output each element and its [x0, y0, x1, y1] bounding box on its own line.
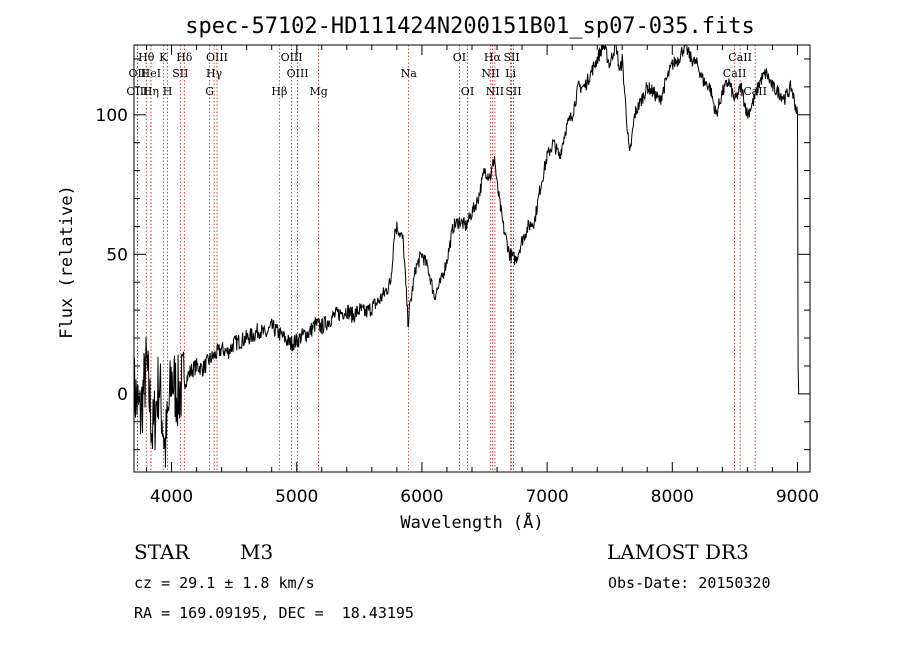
y-axis-label: Flux (relative): [57, 185, 77, 339]
x-tick-labels: 4000 5000 6000 7000 8000 9000: [150, 487, 819, 507]
x-tick-label: 7000: [525, 487, 568, 507]
line-label: Na: [401, 67, 418, 80]
line-label: OIII: [126, 85, 148, 98]
line-label: OI: [453, 51, 466, 64]
plot-frame: [133, 44, 811, 473]
y-tick-label: 0: [117, 385, 128, 405]
line-label: Hβ: [271, 85, 287, 98]
coordinates: RA = 169.09195, DEC = 18.43195: [134, 604, 414, 622]
line-label: CaII: [723, 67, 747, 80]
line-label: Hγ: [206, 67, 223, 80]
line-label: Hη: [143, 85, 159, 98]
axis-ticks: [134, 45, 810, 472]
line-label: K: [159, 51, 168, 64]
line-label: SII: [505, 85, 521, 98]
x-tick-label: 5000: [275, 487, 318, 507]
y-tick-label: 100: [96, 106, 128, 126]
line-label: Li: [505, 67, 516, 80]
line-label: HeI: [141, 67, 161, 80]
x-tick-label: 8000: [651, 487, 694, 507]
chart-title: spec-57102-HD111424N200151B01_sp07-035.f…: [185, 14, 755, 39]
line-label: SII: [503, 51, 519, 64]
line-label: OIII: [281, 51, 303, 64]
line-label: Hδ: [176, 51, 193, 64]
line-label: H: [163, 85, 173, 98]
line-label: NII: [481, 67, 499, 80]
x-axis-label: Wavelength (Å): [400, 511, 543, 533]
spectral-line-markers: [136, 45, 756, 472]
line-label: Mg: [309, 85, 327, 98]
y-tick-label: 50: [106, 245, 128, 265]
line-label: OIII: [206, 51, 228, 64]
line-label: Hθ: [138, 51, 155, 64]
object-type: STAR: [134, 540, 190, 564]
x-tick-label: 9000: [776, 487, 819, 507]
line-label: CaII: [728, 51, 752, 64]
spectral-class: M3: [240, 540, 274, 564]
line-label: SII: [172, 67, 188, 80]
survey-name: LAMOST DR3: [607, 540, 749, 564]
x-tick-label: 4000: [150, 487, 193, 507]
redshift-cz: cz = 29.1 ± 1.8 km/s: [134, 574, 315, 592]
line-label: NII: [486, 85, 504, 98]
x-tick-label: 6000: [400, 487, 443, 507]
spectrum-line: [133, 44, 800, 468]
line-label: OIII: [287, 67, 309, 80]
observation-date: Obs-Date: 20150320: [608, 574, 771, 592]
y-tick-labels: 0 50 100: [96, 106, 128, 405]
line-label: OI: [461, 85, 474, 98]
line-label: Hα: [484, 51, 502, 64]
line-label: OII: [129, 67, 147, 80]
line-label: G: [205, 85, 214, 98]
